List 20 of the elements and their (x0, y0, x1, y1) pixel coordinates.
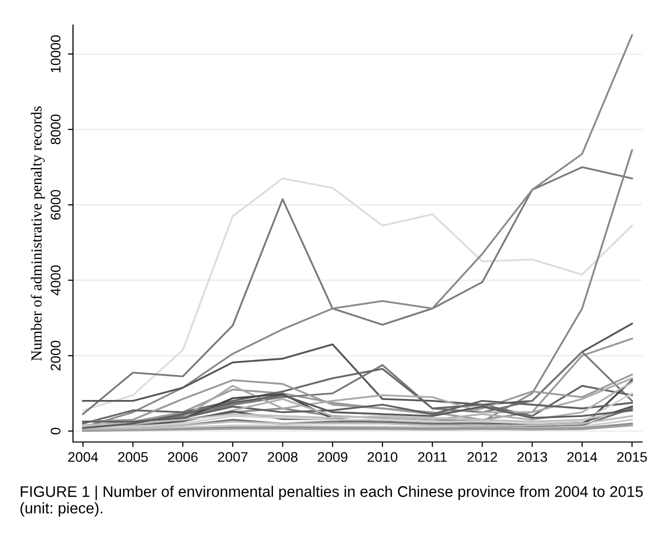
x-tick-label: 2014 (567, 452, 598, 462)
x-tick-label: 2015 (617, 452, 647, 462)
y-axis-title: Number of administrative penalty records (30, 106, 45, 361)
y-tick-label: 10000 (50, 35, 61, 72)
x-tick-label: 2011 (418, 452, 447, 462)
y-tick-label: 2000 (50, 340, 61, 370)
caption: FIGURE 1 | Number of environmental penalties in each Chinese province from 2004 to 2015 (unit: piece). (20, 486, 643, 517)
x-tick-label: 2012 (468, 452, 498, 462)
y-tick-label: 8000 (50, 114, 61, 144)
x-tick-label: 2007 (218, 452, 248, 462)
y-tick-label: 0 (50, 428, 61, 434)
x-tick-label: 2009 (318, 452, 348, 462)
x-tick-label: 2005 (118, 452, 148, 462)
x-tick-label: 2008 (268, 452, 298, 462)
x-tick-label: 2010 (368, 452, 398, 462)
x-tick-label: 2004 (68, 452, 98, 462)
x-tick-label: 2006 (168, 452, 198, 462)
y-tick-label: 6000 (50, 190, 61, 220)
y-tick-label: 4000 (50, 265, 61, 296)
x-tick-label: 2013 (517, 452, 548, 462)
